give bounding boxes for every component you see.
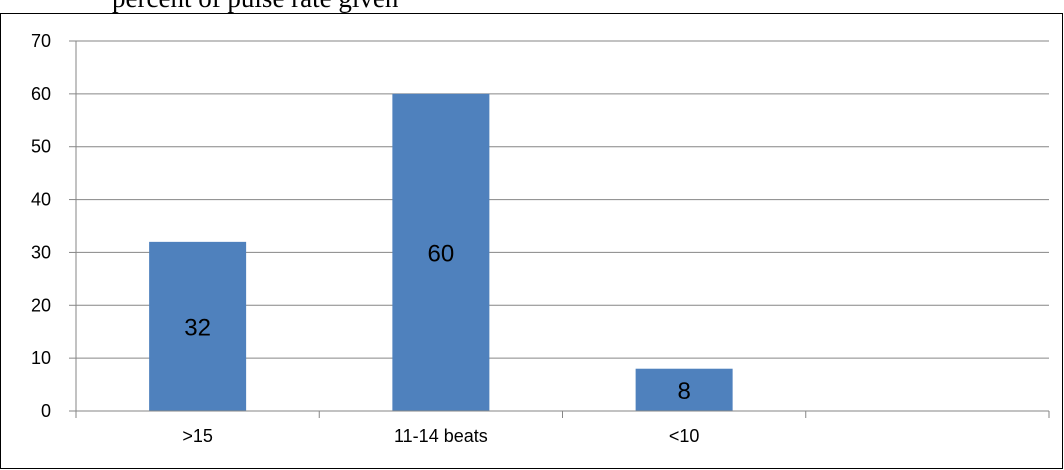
axes bbox=[69, 40, 1050, 418]
bar-chart: 0 10 20 30 40 50 60 70 32 >15 60 11-14 beats 8 <10 bbox=[31, 31, 1050, 446]
x-tick-label: <10 bbox=[669, 426, 700, 446]
bar bbox=[149, 241, 247, 411]
y-tick-label: 20 bbox=[31, 295, 51, 315]
caption-fragment: percent of pulse rate given bbox=[112, 0, 398, 13]
x-tick-label: >15 bbox=[182, 426, 213, 446]
y-tick-label: 60 bbox=[31, 84, 51, 104]
y-tick-label: 30 bbox=[31, 242, 51, 262]
bar bbox=[635, 368, 733, 411]
bar bbox=[392, 93, 490, 411]
bars bbox=[149, 93, 733, 411]
data-label: 8 bbox=[677, 378, 690, 405]
y-tick-label: 0 bbox=[41, 401, 51, 421]
y-tick-label: 70 bbox=[31, 31, 51, 51]
y-tick-label: 40 bbox=[31, 190, 51, 210]
data-label: 60 bbox=[428, 240, 455, 267]
data-label: 32 bbox=[184, 314, 211, 341]
x-tick-label: 11-14 beats bbox=[394, 426, 488, 446]
y-tick-label: 50 bbox=[31, 137, 51, 157]
chart-frame: 0 10 20 30 40 50 60 70 32 >15 60 11-14 beats 8 <10 bbox=[0, 13, 1063, 469]
labels: 0 10 20 30 40 50 60 70 32 >15 60 11-14 beats 8 <10 bbox=[31, 31, 699, 446]
y-tick-label: 10 bbox=[31, 348, 51, 368]
